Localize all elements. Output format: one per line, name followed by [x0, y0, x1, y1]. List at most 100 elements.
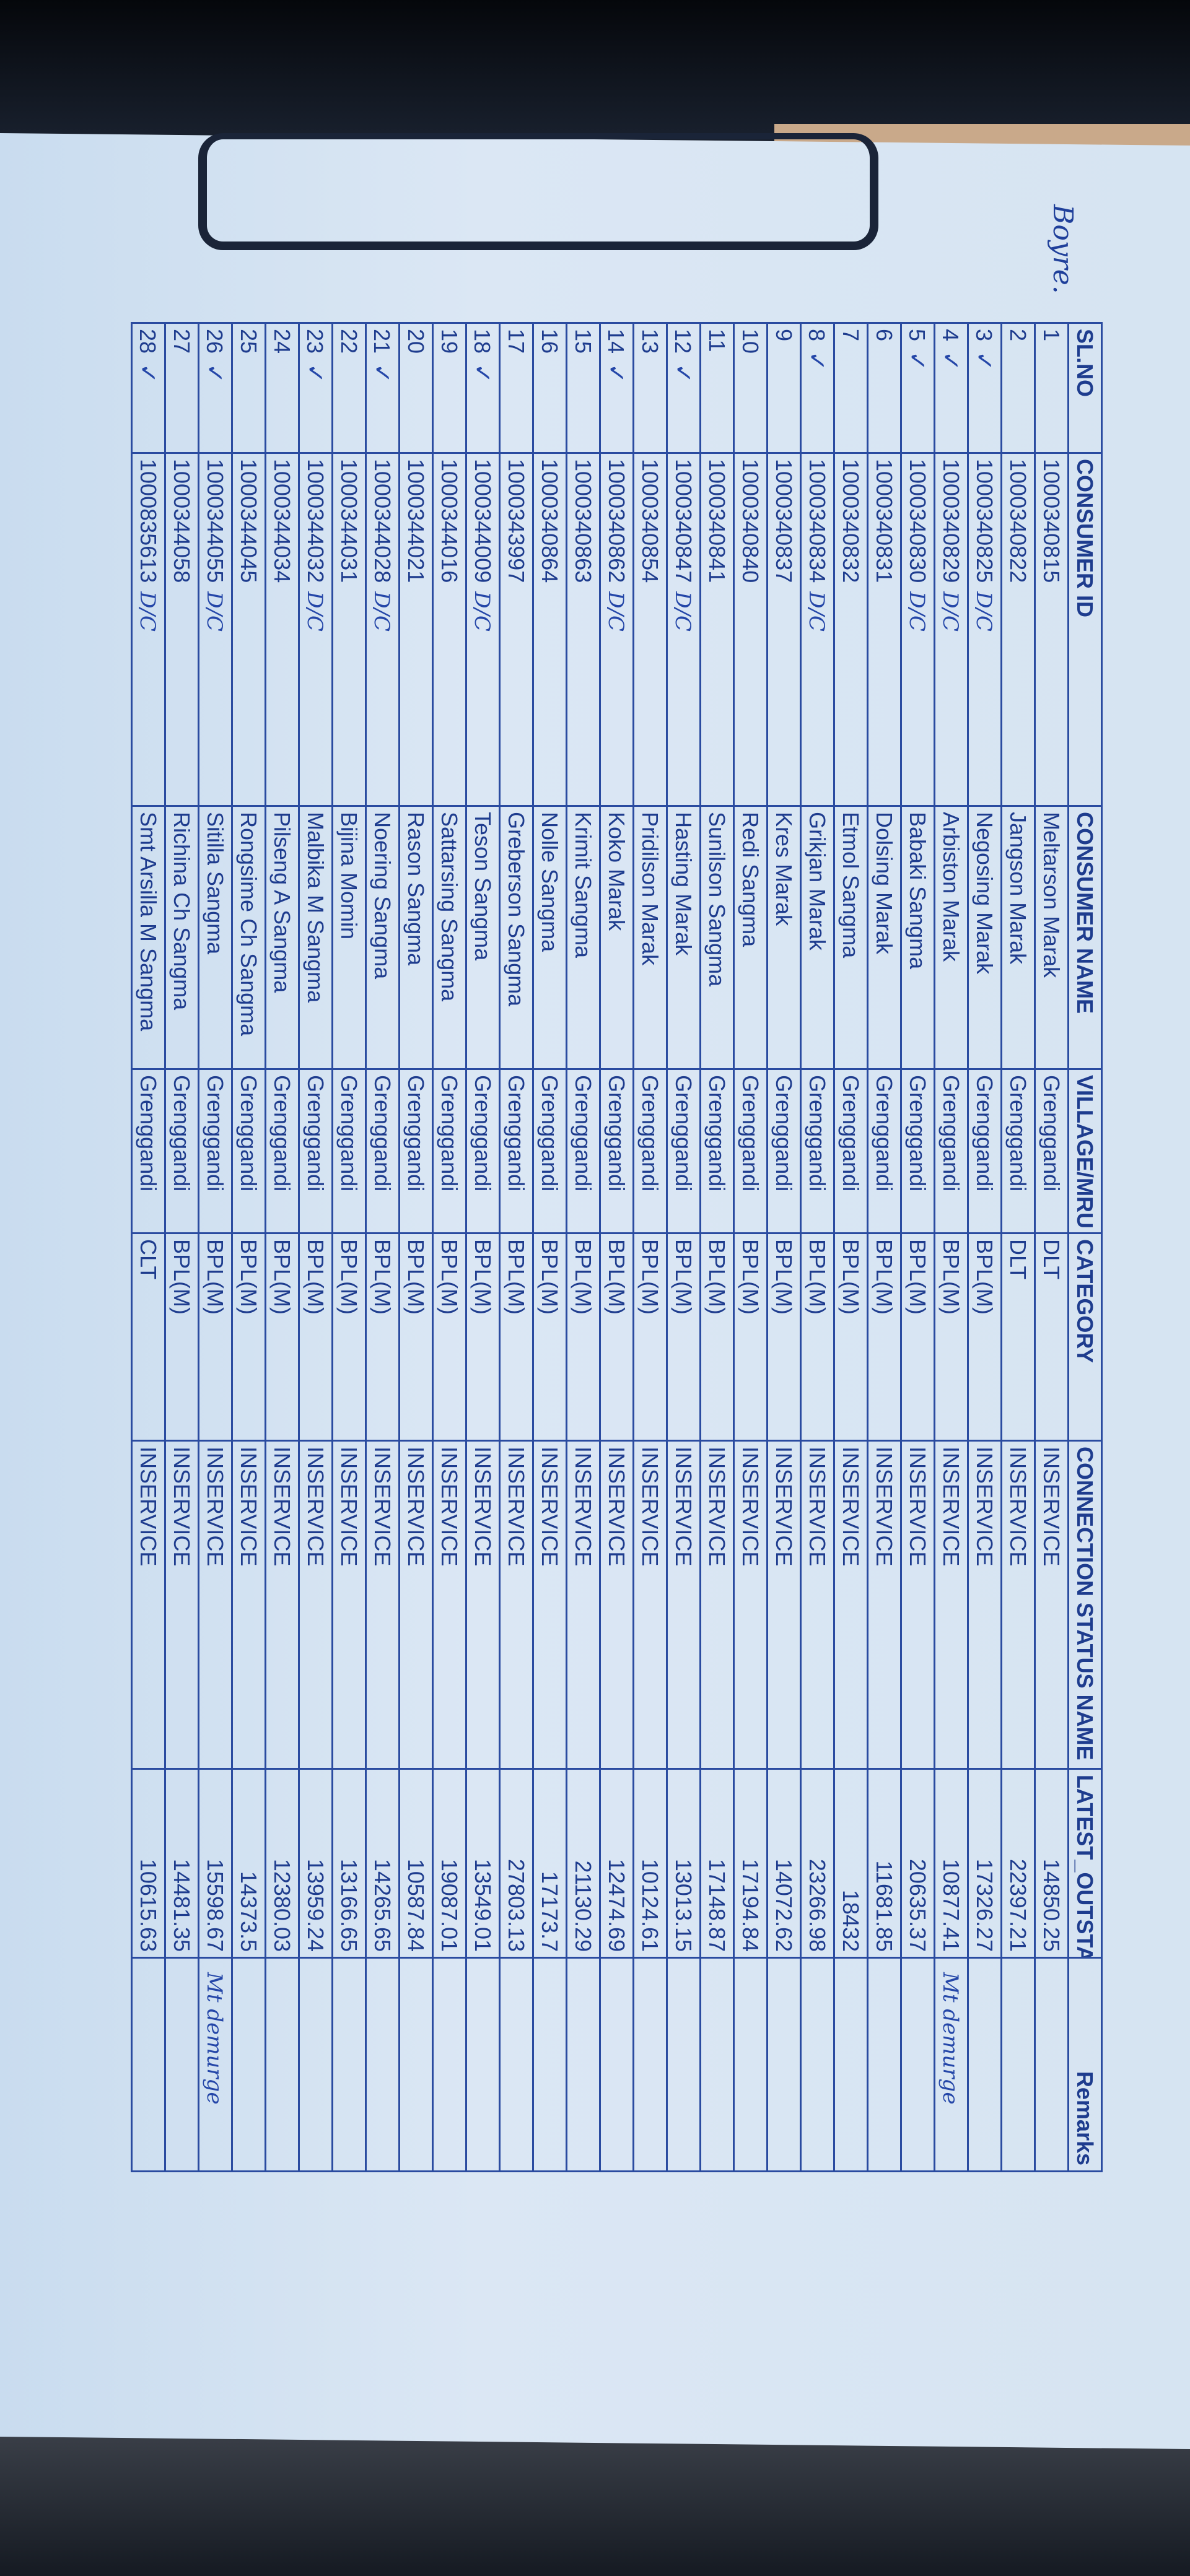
village-text: Grenggandi	[637, 1075, 663, 1192]
consumer-id-text: 1000340864	[537, 459, 563, 583]
table-row: 15 1000340863 Krimit Sangma Grenggandi BPL(M…	[566, 323, 600, 2172]
table-body: 1 1000340815 Meltarson Marak Grenggandi DLT I…	[131, 323, 1069, 2172]
cell-sl-no: 25	[232, 323, 266, 453]
village-text: Grenggandi	[905, 1075, 931, 1192]
village-text: Grenggandi	[370, 1075, 396, 1192]
village-text: Grenggandi	[738, 1075, 764, 1192]
cell-sl-no: 19	[432, 323, 466, 453]
latest-outstanding-text: 18432	[838, 1889, 864, 1952]
cell-connection-status: INSERVICE	[800, 1440, 834, 1769]
cell-latest-outstanding: 13013.15	[667, 1769, 701, 1958]
cell-consumer-id: 1000344028 D/C	[365, 453, 400, 806]
sl-no-text: 27	[169, 329, 195, 354]
cell-sl-no: 6	[867, 323, 901, 453]
village-text: Grenggandi	[972, 1075, 998, 1192]
cell-latest-outstanding: 12474.69	[600, 1769, 634, 1958]
cell-connection-status: INSERVICE	[1035, 1440, 1069, 1769]
cell-connection-status: INSERVICE	[299, 1440, 333, 1769]
dc-annotation: D/C	[904, 591, 930, 632]
cell-latest-outstanding: 27803.13	[499, 1769, 533, 1958]
cell-consumer-id: 1000340864	[533, 453, 567, 806]
cell-category: BPL(M)	[533, 1233, 567, 1441]
sl-no-text: 2	[1005, 329, 1031, 342]
cell-sl-no: 27	[165, 323, 199, 453]
consumer-name-text: Kres Marak	[771, 812, 797, 926]
cell-consumer-name: Rason Sangma	[399, 806, 433, 1069]
cell-connection-status: INSERVICE	[901, 1440, 935, 1769]
latest-outstanding-text: 20635.37	[905, 1858, 931, 1952]
consumer-name-text: Noering Sangma	[370, 812, 396, 980]
cell-remarks	[901, 1957, 935, 2172]
cell-connection-status: INSERVICE	[533, 1440, 567, 1769]
cell-connection-status: INSERVICE	[332, 1440, 366, 1769]
latest-outstanding-text: 17148.87	[704, 1858, 730, 1952]
cell-consumer-name: Koko Marak	[600, 806, 634, 1069]
cell-consumer-id: 1000340837	[767, 453, 801, 806]
village-text: Grenggandi	[504, 1075, 530, 1192]
cell-latest-outstanding: 10615.63	[131, 1769, 165, 1958]
sl-no-text: 3	[971, 329, 997, 342]
cell-connection-status: INSERVICE	[499, 1440, 533, 1769]
table-row: 13 1000340854 Pridilson Marak Grenggandi BPL…	[633, 323, 667, 2172]
sl-no-text: 23	[302, 329, 328, 354]
table-row: 18 ✓ 1000344009 D/C Teson Sangma Grenggandi BP…	[466, 323, 500, 2172]
latest-outstanding-text: 13959.24	[303, 1858, 329, 1952]
sl-no-text: 15	[571, 329, 597, 354]
category-text: BPL(M)	[336, 1239, 362, 1315]
village-text: Grenggandi	[1039, 1075, 1065, 1192]
cell-consumer-id: 1000340830 D/C	[901, 453, 935, 806]
cell-connection-status: INSERVICE	[934, 1440, 968, 1769]
dc-annotation: D/C	[369, 591, 395, 632]
cell-village: Grenggandi	[165, 1069, 199, 1234]
cell-remarks	[767, 1957, 801, 2172]
latest-outstanding-text: 23266.98	[805, 1858, 831, 1952]
category-text: BPL(M)	[838, 1239, 864, 1315]
category-text: BPL(M)	[403, 1239, 429, 1315]
connection-status-text: INSERVICE	[704, 1447, 730, 1567]
cell-category: BPL(M)	[466, 1233, 500, 1441]
consumer-name-text: Sunilson Sangma	[704, 812, 730, 987]
cell-connection-status: INSERVICE	[968, 1440, 1002, 1769]
consumer-name-text: Koko Marak	[604, 812, 630, 931]
table-row: 1 1000340815 Meltarson Marak Grenggandi DLT I…	[1035, 323, 1069, 2172]
cell-category: BPL(M)	[566, 1233, 600, 1441]
latest-outstanding-text: 14481.35	[169, 1858, 195, 1952]
consumer-id-text: 1000344031	[336, 459, 362, 583]
cell-consumer-id: 1000340847 D/C	[667, 453, 701, 806]
connection-status-text: INSERVICE	[1039, 1447, 1065, 1567]
cell-latest-outstanding: 15598.67	[198, 1769, 232, 1958]
consumer-table: SL.NO CONSUMER ID CONSUMER NAME VILLAGE/…	[131, 322, 1103, 2172]
cell-category: CLT	[131, 1233, 165, 1441]
cell-category: BPL(M)	[265, 1233, 299, 1441]
remarks-text: Mt demurge	[938, 1972, 963, 2105]
cell-latest-outstanding: 12380.03	[265, 1769, 299, 1958]
header-consumer-name: CONSUMER NAME	[1068, 806, 1102, 1069]
connection-status-text: INSERVICE	[236, 1447, 262, 1567]
consumer-name-text: Greberson Sangma	[504, 812, 530, 1007]
cell-category: BPL(M)	[232, 1233, 266, 1441]
cell-sl-no: 26 ✓	[198, 323, 232, 453]
category-text: BPL(M)	[437, 1239, 463, 1315]
cell-remarks	[968, 1957, 1002, 2172]
cell-consumer-name: Pridilson Marak	[633, 806, 667, 1069]
category-text: DLT	[1005, 1239, 1031, 1280]
village-text: Grenggandi	[303, 1075, 329, 1192]
connection-status-text: INSERVICE	[571, 1447, 597, 1567]
cell-remarks	[432, 1957, 466, 2172]
category-text: BPL(M)	[269, 1239, 295, 1315]
cell-category: BPL(M)	[700, 1233, 734, 1441]
sl-no-text: 9	[771, 329, 797, 342]
table-row: 26 ✓ 1000344055 D/C Sitilla Sangma Grenggandi…	[198, 323, 232, 2172]
cell-remarks	[667, 1957, 701, 2172]
consumer-id-text: 1000340854	[637, 459, 663, 583]
connection-status-text: INSERVICE	[905, 1447, 931, 1567]
table-row: 11 1000340841 Sunilson Sangma Grenggandi BPL…	[700, 323, 734, 2172]
category-text: BPL(M)	[537, 1239, 563, 1315]
sl-no-text: 12	[670, 329, 696, 354]
consumer-id-text: 1000340837	[771, 459, 797, 583]
cell-remarks	[466, 1957, 500, 2172]
consumer-name-text: Redi Sangma	[738, 812, 764, 947]
cell-consumer-id: 1000340862 D/C	[600, 453, 634, 806]
cell-consumer-name: Hasting Marak	[667, 806, 701, 1069]
cell-sl-no: 4✓	[934, 323, 968, 453]
